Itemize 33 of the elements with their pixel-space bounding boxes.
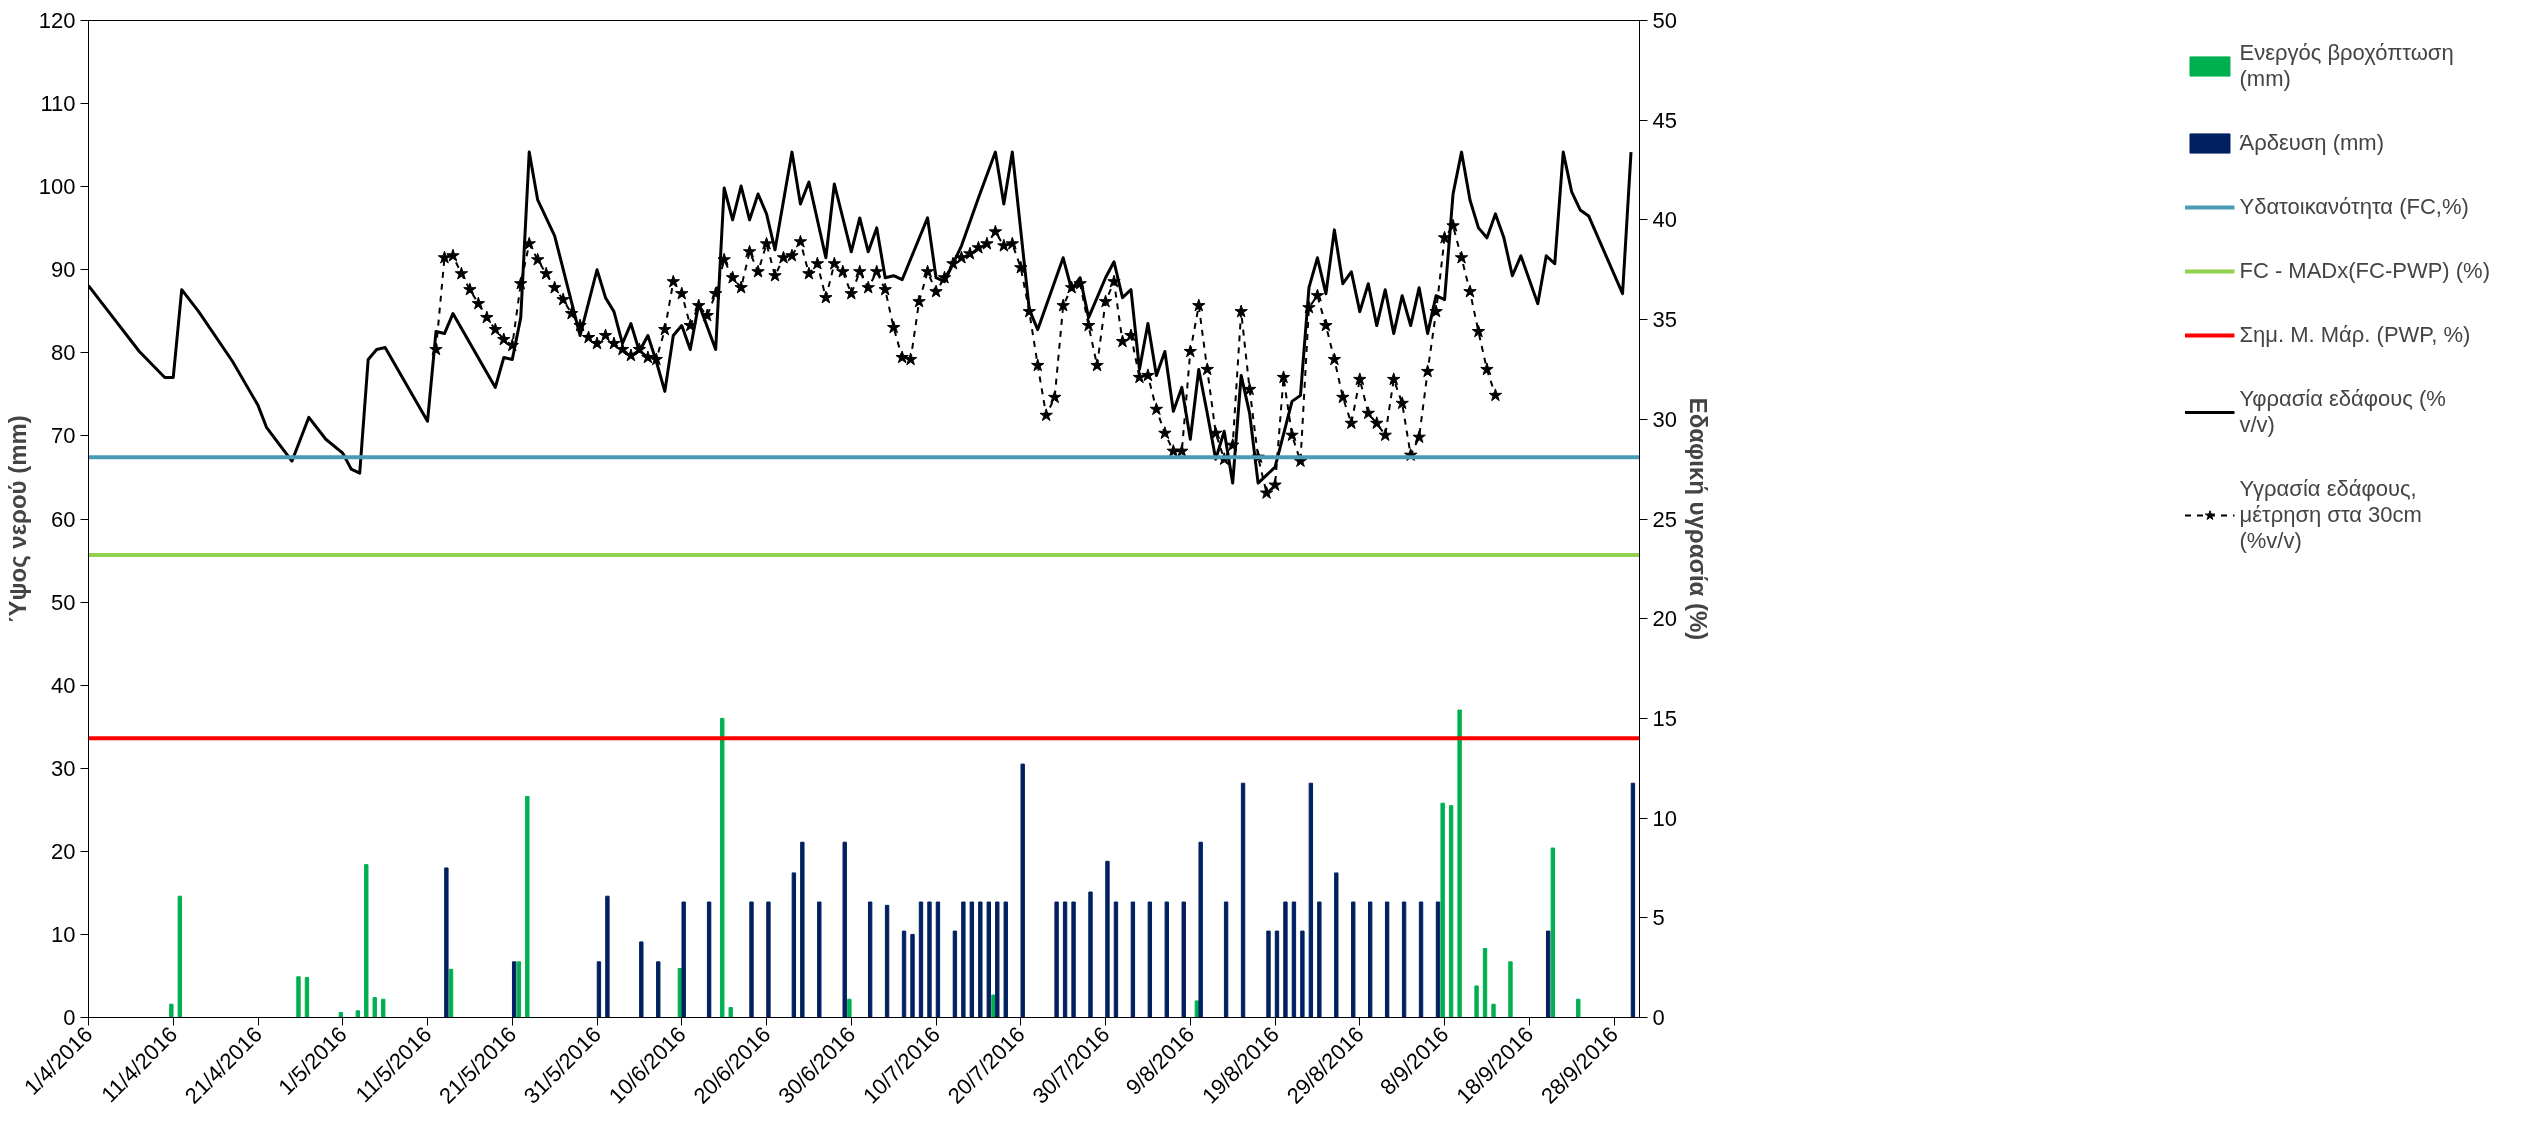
y2-axis-title: Εδαφική υγρασία (%) — [1684, 397, 1712, 641]
y-tick-label: 50 — [51, 589, 76, 615]
y2-tick-label: 0 — [1652, 1005, 1665, 1030]
y-tick-label: 80 — [51, 340, 76, 366]
y2-tick-label: 45 — [1652, 107, 1677, 133]
y-tick-label: 100 — [38, 174, 76, 200]
y2-tick-label: 10 — [1652, 805, 1677, 831]
y-tick-label: 60 — [51, 506, 76, 532]
legend-label: FC - MADx(FC-PWP) (%) — [2239, 258, 2490, 284]
legend-label: Σημ. Μ. Μάρ. (PWP, %) — [2239, 322, 2471, 348]
y-tick-label: 0 — [63, 1005, 76, 1030]
y-tick-label: 90 — [51, 257, 76, 283]
legend-label: Υγρασία εδάφους, μέτρηση στα 30cm (%v/v) — [2239, 476, 2422, 554]
y2-tick-label: 25 — [1652, 506, 1677, 532]
legend-label: Άρδευση (mm) — [2239, 130, 2384, 156]
y-tick-label: 30 — [51, 755, 76, 781]
y-tick-label: 110 — [40, 91, 76, 117]
legend-label: Υδατοικανότητα (FC,%) — [2239, 194, 2469, 220]
y2-tick-label: 40 — [1652, 207, 1677, 233]
y-tick-label: 10 — [51, 921, 76, 947]
y-tick-label: 70 — [51, 423, 76, 449]
y-tick-label: 20 — [51, 838, 76, 864]
y-axis-title: Ύψος νερού (mm) — [3, 415, 31, 623]
y2-tick-label: 30 — [1652, 406, 1677, 432]
y2-tick-label: 5 — [1652, 905, 1665, 931]
y2-tick-label: 50 — [1652, 8, 1677, 33]
legend-label: Υφρασία εδάφους (% v/v) — [2239, 386, 2446, 438]
y2-tick-label: 15 — [1652, 705, 1677, 731]
y2-tick-label: 20 — [1652, 606, 1677, 632]
y2-tick-label: 35 — [1652, 307, 1677, 333]
legend-label: Ενεργός βροχόπτωση (mm) — [2239, 40, 2454, 92]
y-tick-label: 40 — [51, 672, 76, 698]
y-tick-label: 120 — [38, 8, 76, 33]
